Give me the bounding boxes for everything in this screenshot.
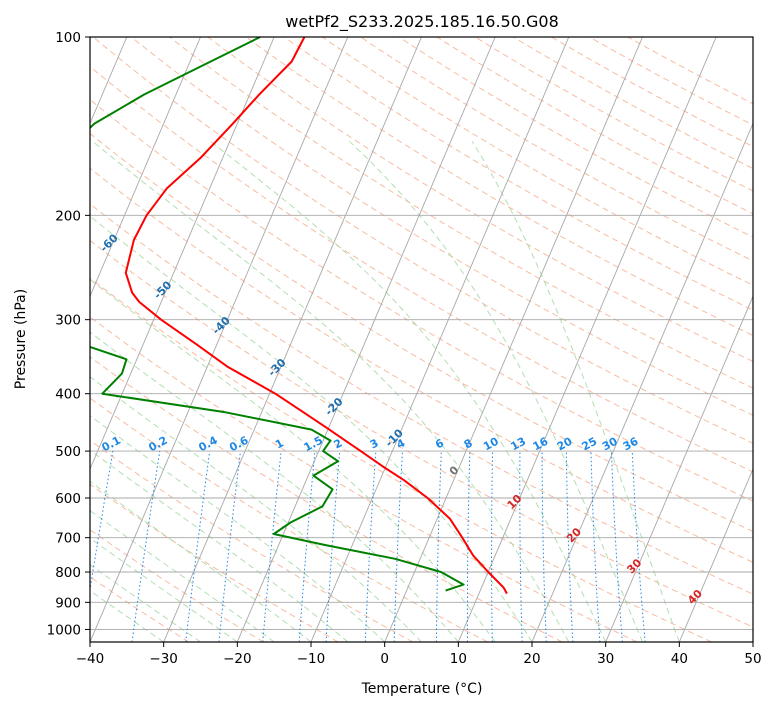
x-tick-label: 10 — [450, 651, 467, 667]
x-tick-label: −20 — [223, 651, 252, 667]
x-tick-label: −40 — [76, 651, 105, 667]
x-tick-label: −10 — [297, 651, 326, 667]
x-tick-label: 20 — [523, 651, 540, 667]
x-tick-label: −30 — [149, 651, 178, 667]
y-tick-label: 800 — [55, 565, 81, 581]
x-tick-label: 50 — [744, 651, 761, 667]
y-tick-label: 200 — [55, 208, 81, 224]
x-axis-label: Temperature (°C) — [361, 681, 483, 697]
y-tick-label: 900 — [55, 595, 81, 611]
y-tick-label: 600 — [55, 491, 81, 507]
y-tick-label: 100 — [55, 30, 81, 46]
x-tick-label: 0 — [380, 651, 389, 667]
y-tick-label: 1000 — [47, 622, 81, 638]
x-tick-label: 30 — [597, 651, 614, 667]
y-tick-label: 300 — [55, 313, 81, 329]
y-tick-label: 700 — [55, 531, 81, 547]
chart-title: wetPf2_S233.2025.185.16.50.G08 — [285, 12, 559, 32]
y-tick-label: 400 — [55, 387, 81, 403]
y-axis-label: Pressure (hPa) — [13, 289, 29, 389]
y-tick-label: 500 — [55, 444, 81, 460]
x-tick-label: 40 — [671, 651, 688, 667]
